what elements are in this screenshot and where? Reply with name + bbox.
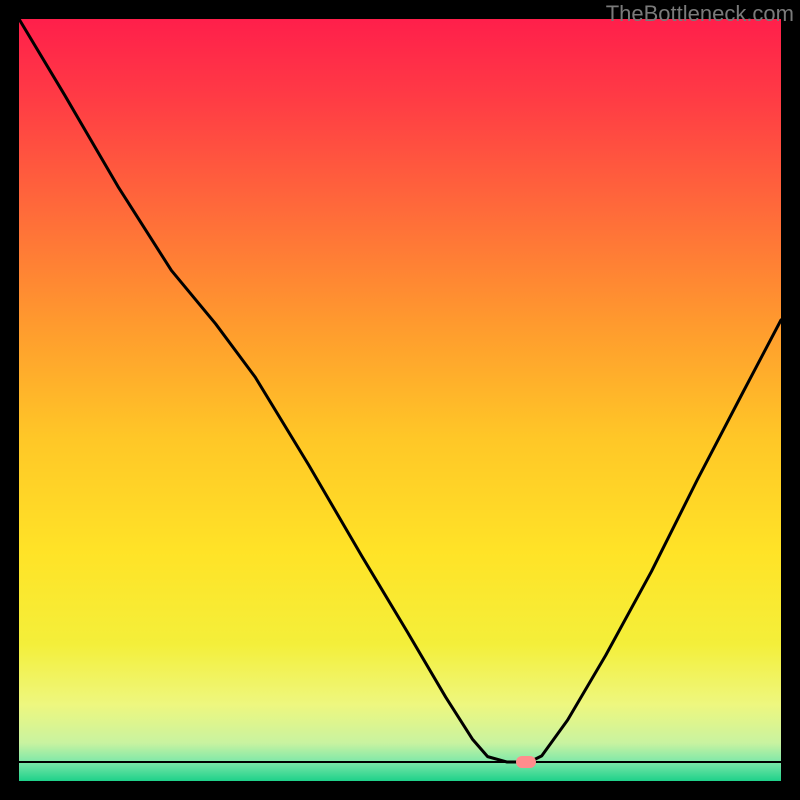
chart-frame: TheBottleneck.com <box>0 0 800 800</box>
curve-line <box>19 19 781 762</box>
bottleneck-curve <box>19 19 781 781</box>
plot-area <box>19 19 781 781</box>
watermark-text: TheBottleneck.com <box>606 1 794 27</box>
optimal-marker <box>516 756 536 768</box>
